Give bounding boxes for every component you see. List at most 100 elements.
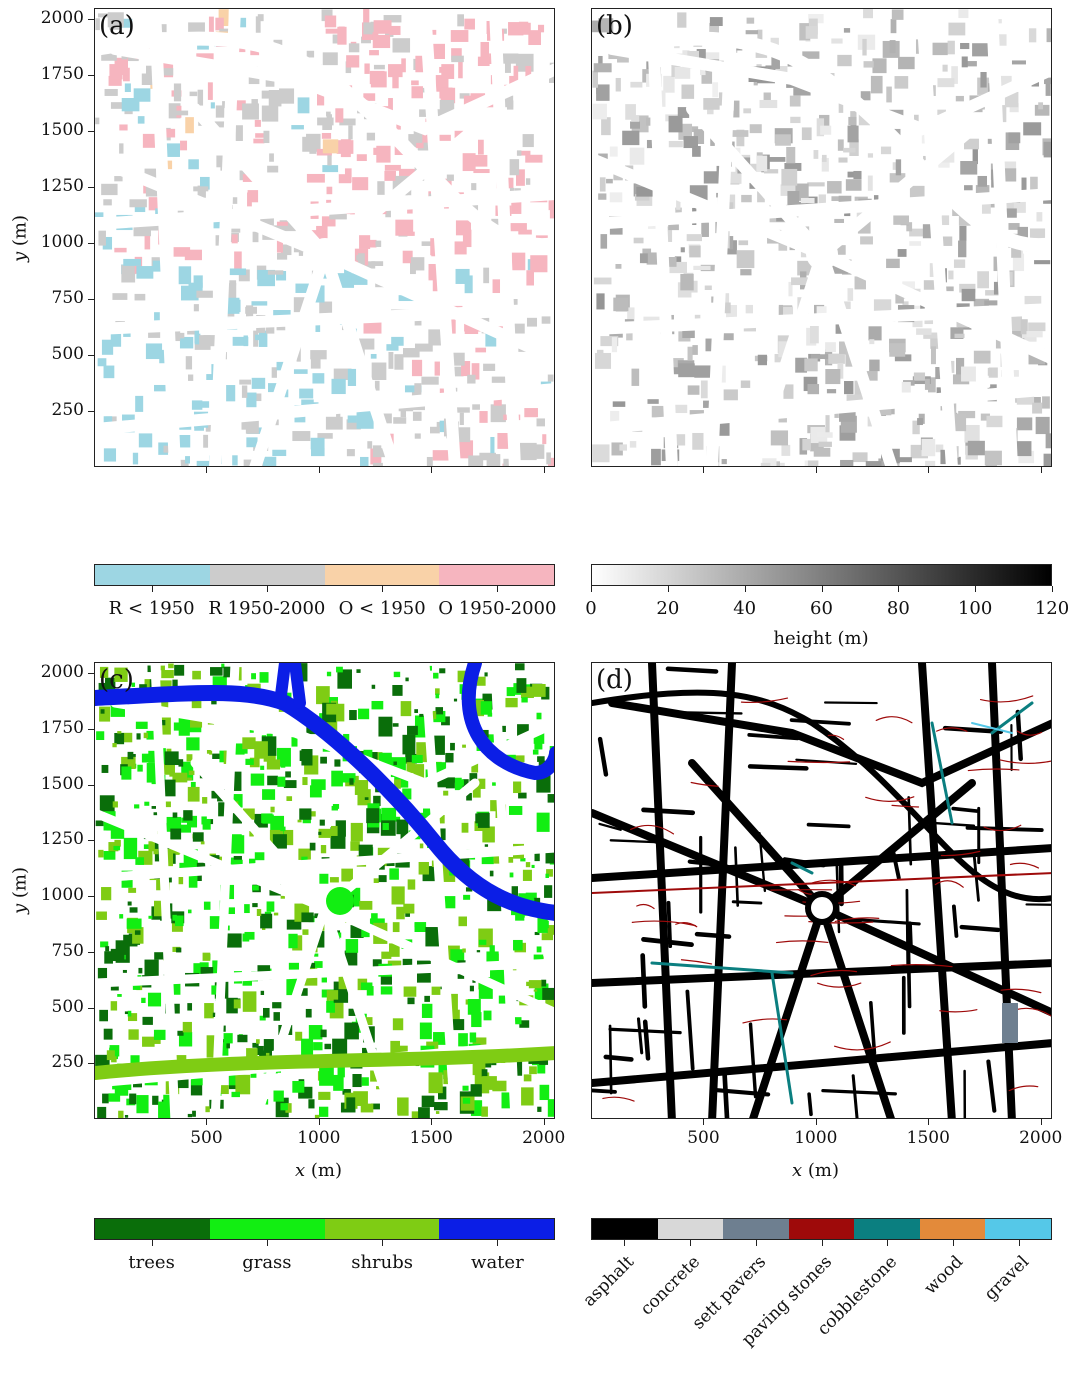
building-block bbox=[326, 29, 338, 34]
vegetation-patch bbox=[148, 916, 152, 919]
building-block bbox=[180, 337, 193, 348]
building-block bbox=[863, 9, 873, 18]
building-block bbox=[747, 18, 755, 24]
building-block bbox=[853, 171, 861, 179]
vegetation-patch bbox=[107, 1050, 115, 1060]
building-block bbox=[216, 105, 224, 117]
vegetation-patch bbox=[128, 1029, 138, 1039]
building-block bbox=[121, 265, 135, 283]
vegetation-patch bbox=[481, 701, 492, 715]
asphalt-road bbox=[612, 703, 1052, 783]
building-block bbox=[369, 50, 379, 55]
vegetation-patch bbox=[362, 1077, 369, 1086]
vegetation-patch bbox=[308, 1099, 314, 1108]
building-block bbox=[804, 358, 817, 371]
building-block bbox=[138, 116, 145, 124]
legend-swatch bbox=[210, 1219, 325, 1239]
building-block bbox=[346, 55, 359, 67]
building-block bbox=[902, 382, 911, 393]
building-block bbox=[407, 232, 414, 236]
building-block bbox=[441, 64, 454, 79]
building-block bbox=[816, 432, 832, 438]
vegetation-patch bbox=[104, 1029, 113, 1040]
x-tick-label: 1000 bbox=[786, 1128, 846, 1148]
vegetation-patch bbox=[264, 1039, 274, 1051]
building-block bbox=[95, 212, 103, 217]
building-block bbox=[999, 34, 1007, 45]
building-block bbox=[954, 259, 965, 267]
y-tick-mark bbox=[88, 131, 94, 132]
vegetation-patch bbox=[224, 1033, 233, 1043]
vegetation-patch bbox=[242, 737, 255, 749]
building-block bbox=[174, 247, 191, 257]
building-block bbox=[104, 448, 116, 461]
vegetation-patch bbox=[273, 1012, 279, 1021]
vegetation-patch bbox=[490, 871, 494, 877]
vegetation-patch bbox=[408, 879, 416, 889]
building-block bbox=[630, 121, 640, 128]
vegetation-patch bbox=[267, 759, 280, 769]
building-block bbox=[181, 286, 199, 301]
vegetation-patch bbox=[479, 940, 486, 945]
vegetation-patch bbox=[432, 987, 441, 995]
vegetation-patch bbox=[443, 791, 448, 796]
vegetation-patch bbox=[186, 737, 199, 750]
building-block bbox=[256, 16, 261, 32]
building-block bbox=[352, 177, 368, 190]
vegetation-patch bbox=[101, 887, 111, 900]
building-block bbox=[520, 443, 537, 460]
roundabout bbox=[808, 894, 836, 922]
vegetation-patch bbox=[261, 813, 272, 823]
vegetation-patch bbox=[153, 849, 158, 854]
building-block bbox=[337, 27, 346, 45]
vegetation-patch bbox=[404, 986, 417, 996]
building-block bbox=[914, 373, 925, 381]
vegetation-patch bbox=[300, 750, 310, 761]
building-block bbox=[910, 186, 925, 198]
building-block bbox=[678, 363, 695, 377]
building-block bbox=[739, 240, 749, 245]
vegetation-patch bbox=[435, 694, 439, 699]
building-block bbox=[600, 177, 606, 191]
building-block bbox=[514, 66, 519, 81]
vegetation-patch bbox=[383, 823, 389, 830]
vegetation-patch bbox=[244, 904, 250, 913]
vegetation-patch bbox=[101, 709, 105, 713]
paving-stone-path bbox=[981, 696, 1033, 702]
building-block bbox=[889, 343, 905, 357]
vegetation-patch bbox=[144, 733, 148, 738]
vegetation-patch bbox=[545, 874, 549, 878]
building-block bbox=[956, 96, 964, 101]
pavement-map bbox=[592, 663, 1052, 1119]
vegetation-patch bbox=[137, 733, 141, 739]
y-tick-label: 1750 bbox=[14, 718, 84, 738]
vegetation-patch bbox=[168, 664, 174, 669]
vegetation-patch bbox=[105, 946, 109, 951]
building-block bbox=[307, 174, 325, 183]
paving-stone-path bbox=[681, 960, 711, 964]
vegetation-patch bbox=[235, 1075, 250, 1094]
building-block bbox=[483, 268, 489, 284]
building-block bbox=[503, 459, 509, 467]
x-tick-mark bbox=[703, 467, 704, 473]
building-block bbox=[277, 222, 288, 226]
legend-building-age bbox=[94, 564, 555, 586]
building-block bbox=[347, 449, 355, 456]
building-block bbox=[463, 153, 476, 171]
building-block bbox=[247, 192, 252, 206]
colorbar-tick bbox=[668, 586, 669, 592]
vegetation-patch bbox=[518, 793, 526, 799]
x-tick-mark bbox=[319, 1119, 320, 1125]
building-block bbox=[781, 445, 790, 456]
legend-label: sett pavers bbox=[643, 1252, 770, 1379]
building-block bbox=[740, 269, 751, 275]
vegetation-patch bbox=[352, 1074, 361, 1087]
building-block bbox=[375, 381, 380, 391]
building-block bbox=[536, 444, 544, 459]
building-block bbox=[825, 369, 840, 384]
building-block bbox=[394, 354, 403, 370]
building-block bbox=[594, 278, 612, 285]
building-block bbox=[1029, 28, 1036, 42]
vegetation-patch bbox=[138, 968, 142, 973]
legend-swatch bbox=[854, 1219, 920, 1239]
